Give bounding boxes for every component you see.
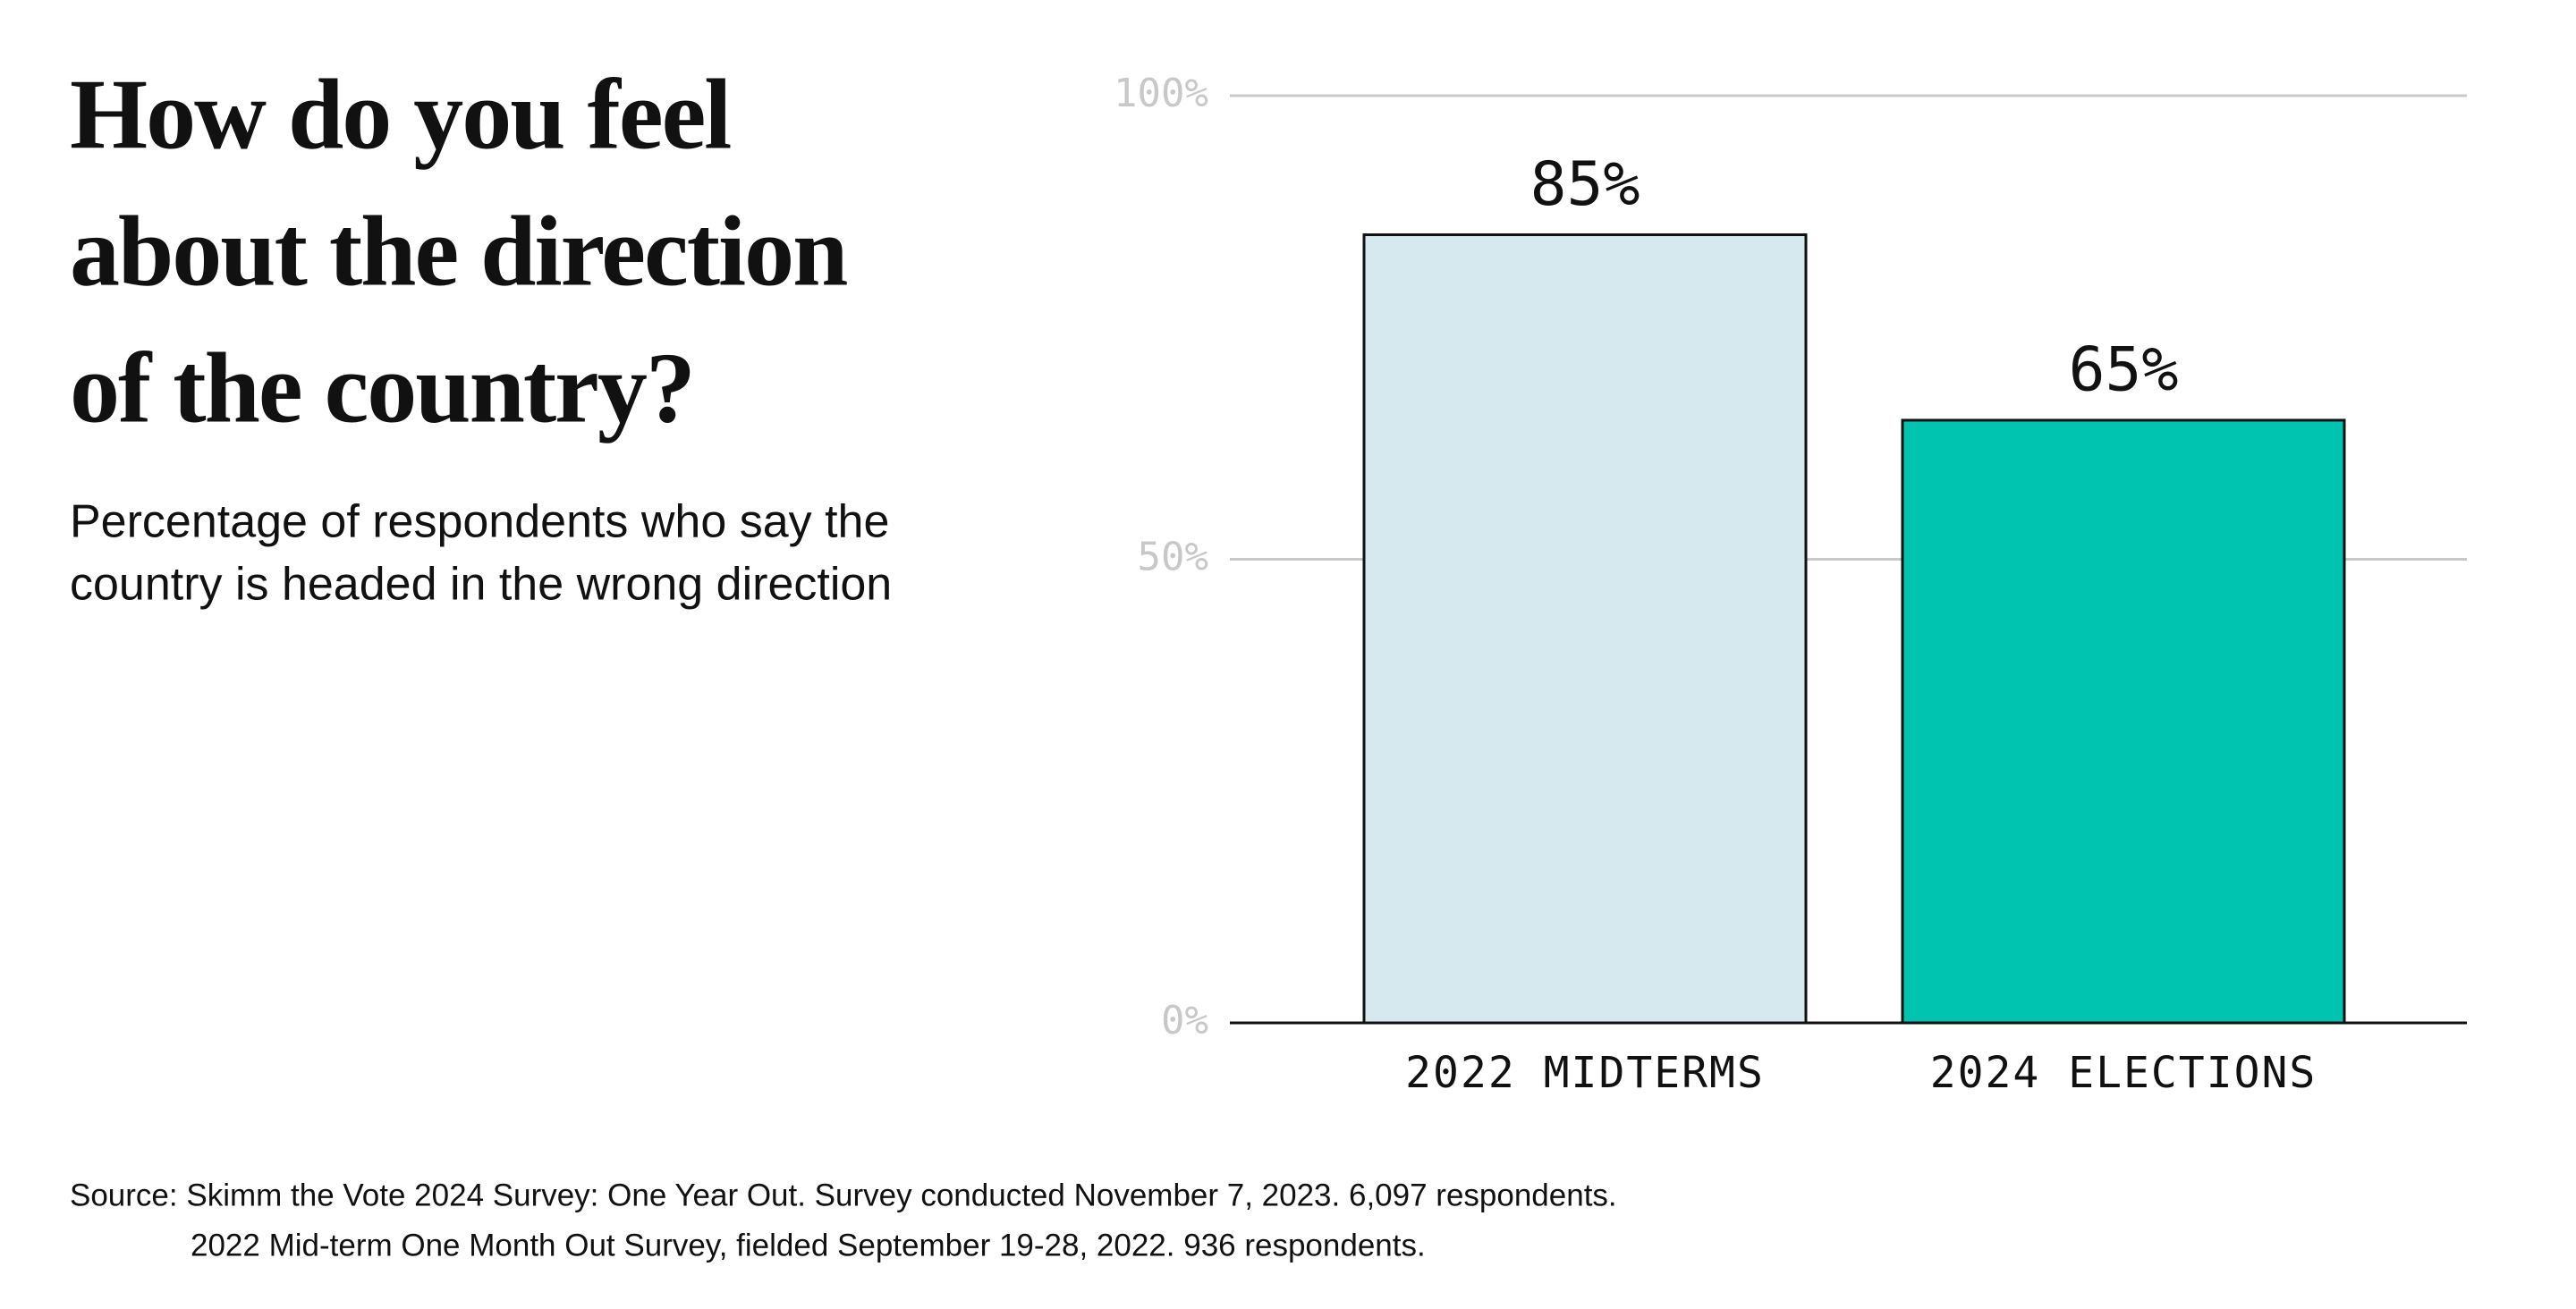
chart-title: of the country?	[70, 334, 694, 444]
subtitle: country is headed in the wrong direction	[70, 559, 892, 611]
chart-title: How do you feel	[70, 60, 731, 171]
value-label: 85%	[1530, 149, 1640, 220]
bar	[1362, 233, 1808, 1025]
source-note: Source: Skimm the Vote 2024 Survey: One …	[70, 1178, 1617, 1212]
bar	[1901, 418, 2346, 1025]
x-tick-label: 2022 MIDTERMS	[1405, 1048, 1765, 1098]
y-tick-label: 0%	[1161, 998, 1208, 1043]
y-tick-label: 100%	[1114, 71, 1208, 116]
chart-title: about the direction	[70, 197, 847, 308]
value-label: 65%	[2069, 334, 2179, 405]
source-note: 2022 Mid-term One Month Out Survey, fiel…	[191, 1228, 1426, 1263]
y-tick-label: 50%	[1138, 535, 1208, 580]
subtitle: Percentage of respondents who say the	[70, 496, 889, 548]
x-tick-label: 2024 ELECTIONS	[1930, 1048, 2318, 1098]
